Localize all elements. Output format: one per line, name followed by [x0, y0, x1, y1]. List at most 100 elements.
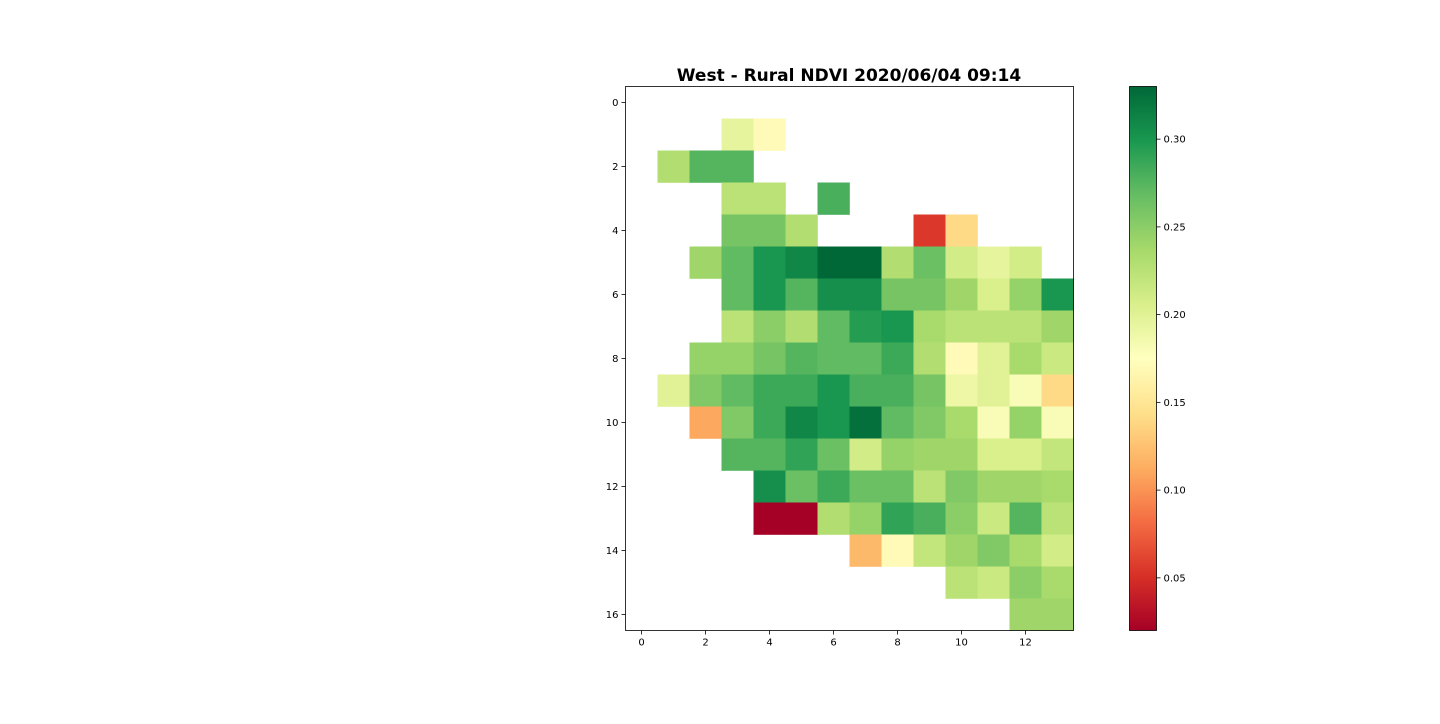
heatmap-cell: [1041, 310, 1074, 343]
heatmap-cell: [881, 278, 914, 311]
x-tick-label: 8: [894, 638, 900, 649]
heatmap-cell: [785, 342, 818, 375]
heatmap-cell: [1041, 438, 1074, 471]
x-tick-label: 2: [702, 638, 708, 649]
heatmap-cell: [1041, 566, 1074, 599]
heatmap-cell: [1009, 534, 1042, 567]
heatmap-cell: [849, 374, 882, 407]
heatmap-cell: [817, 374, 850, 407]
heatmap-cell: [913, 502, 946, 535]
colorbar-tick-label: 0.30: [1164, 135, 1186, 146]
heatmap-cell: [689, 150, 722, 183]
x-tick-label: 6: [830, 638, 836, 649]
y-tick-label: 6: [612, 290, 618, 301]
heatmap-cell: [913, 214, 946, 247]
heatmap-cell: [881, 502, 914, 535]
heatmap-cell: [977, 502, 1010, 535]
heatmap-cell: [721, 278, 754, 311]
y-tick-label: 8: [612, 354, 618, 365]
heatmap-cell: [1041, 278, 1074, 311]
heatmap-cell: [1041, 374, 1074, 407]
heatmap-cell: [849, 342, 882, 375]
heatmap-cell: [817, 342, 850, 375]
heatmap-cell: [881, 374, 914, 407]
heatmap-cell: [945, 406, 978, 439]
heatmap-cell: [721, 406, 754, 439]
heatmap-cell: [817, 406, 850, 439]
heatmap-cell: [977, 342, 1010, 375]
heatmap-cell: [849, 502, 882, 535]
heatmap-cell: [817, 502, 850, 535]
heatmap-cell: [785, 438, 818, 471]
colorbar-axis: 0.05 0.10 0.15 0.20 0.25 0.30: [1156, 135, 1186, 584]
heatmap-cell: [753, 182, 786, 215]
heatmap-cell: [977, 534, 1010, 567]
heatmap-cell: [689, 406, 722, 439]
heatmap-cell: [817, 246, 850, 279]
heatmap-cell: [913, 374, 946, 407]
heatmap-cell: [945, 214, 978, 247]
heatmap-cell: [1009, 310, 1042, 343]
heatmap-cell: [721, 118, 754, 151]
heatmap-cell: [721, 182, 754, 215]
heatmap-cell: [721, 438, 754, 471]
heatmap-cell: [689, 374, 722, 407]
heatmap-cell: [721, 342, 754, 375]
heatmap-cell: [913, 246, 946, 279]
heatmap-cell: [817, 470, 850, 503]
heatmap-cell: [721, 246, 754, 279]
heatmap-cell: [881, 470, 914, 503]
colorbar-tick-label: 0.10: [1164, 486, 1186, 497]
heatmap-cell: [753, 118, 786, 151]
colorbar-tick-label: 0.25: [1164, 222, 1186, 233]
heatmap-cell: [689, 342, 722, 375]
heatmap-cell: [817, 438, 850, 471]
heatmap-cell: [721, 150, 754, 183]
heatmap-cells: [657, 118, 1074, 631]
x-tick-label: 12: [1019, 638, 1032, 649]
heatmap-cell: [1009, 470, 1042, 503]
heatmap-cell: [977, 310, 1010, 343]
y-tick-label: 10: [606, 418, 619, 429]
y-tick-label: 12: [606, 482, 619, 493]
heatmap-cell: [1009, 406, 1042, 439]
heatmap-cell: [1041, 342, 1074, 375]
heatmap-cell: [849, 310, 882, 343]
heatmap-cell: [881, 342, 914, 375]
heatmap-cell: [1009, 598, 1042, 631]
heatmap-cell: [785, 406, 818, 439]
heatmap-cell: [849, 278, 882, 311]
colorbar-tick-label: 0.05: [1164, 573, 1186, 584]
heatmap-cell: [1009, 438, 1042, 471]
heatmap-cell: [849, 406, 882, 439]
heatmap-cell: [785, 502, 818, 535]
heatmap-cell: [977, 438, 1010, 471]
heatmap-cell: [945, 502, 978, 535]
heatmap-cell: [721, 310, 754, 343]
heatmap-cell: [977, 246, 1010, 279]
y-tick-label: 4: [612, 226, 618, 237]
y-tick-label: 2: [612, 162, 618, 173]
colorbar: [1129, 86, 1157, 631]
heatmap-cell: [913, 534, 946, 567]
heatmap-cell: [1009, 278, 1042, 311]
heatmap-cell: [785, 246, 818, 279]
heatmap-cell: [1009, 342, 1042, 375]
colorbar-tick-label: 0.15: [1164, 398, 1186, 409]
heatmap-cell: [753, 342, 786, 375]
heatmap-cell: [753, 438, 786, 471]
heatmap-cell: [881, 310, 914, 343]
heatmap-cell: [1041, 598, 1074, 631]
heatmap-cell: [945, 278, 978, 311]
heatmap-cell: [881, 246, 914, 279]
heatmap-cell: [849, 534, 882, 567]
heatmap-cell: [817, 278, 850, 311]
heatmap-cell: [785, 374, 818, 407]
heatmap-cell: [913, 278, 946, 311]
heatmap-cell: [1009, 566, 1042, 599]
heatmap-cell: [945, 438, 978, 471]
colorbar-tick-label: 0.20: [1164, 310, 1186, 321]
heatmap-cell: [753, 278, 786, 311]
heatmap-cell: [977, 278, 1010, 311]
